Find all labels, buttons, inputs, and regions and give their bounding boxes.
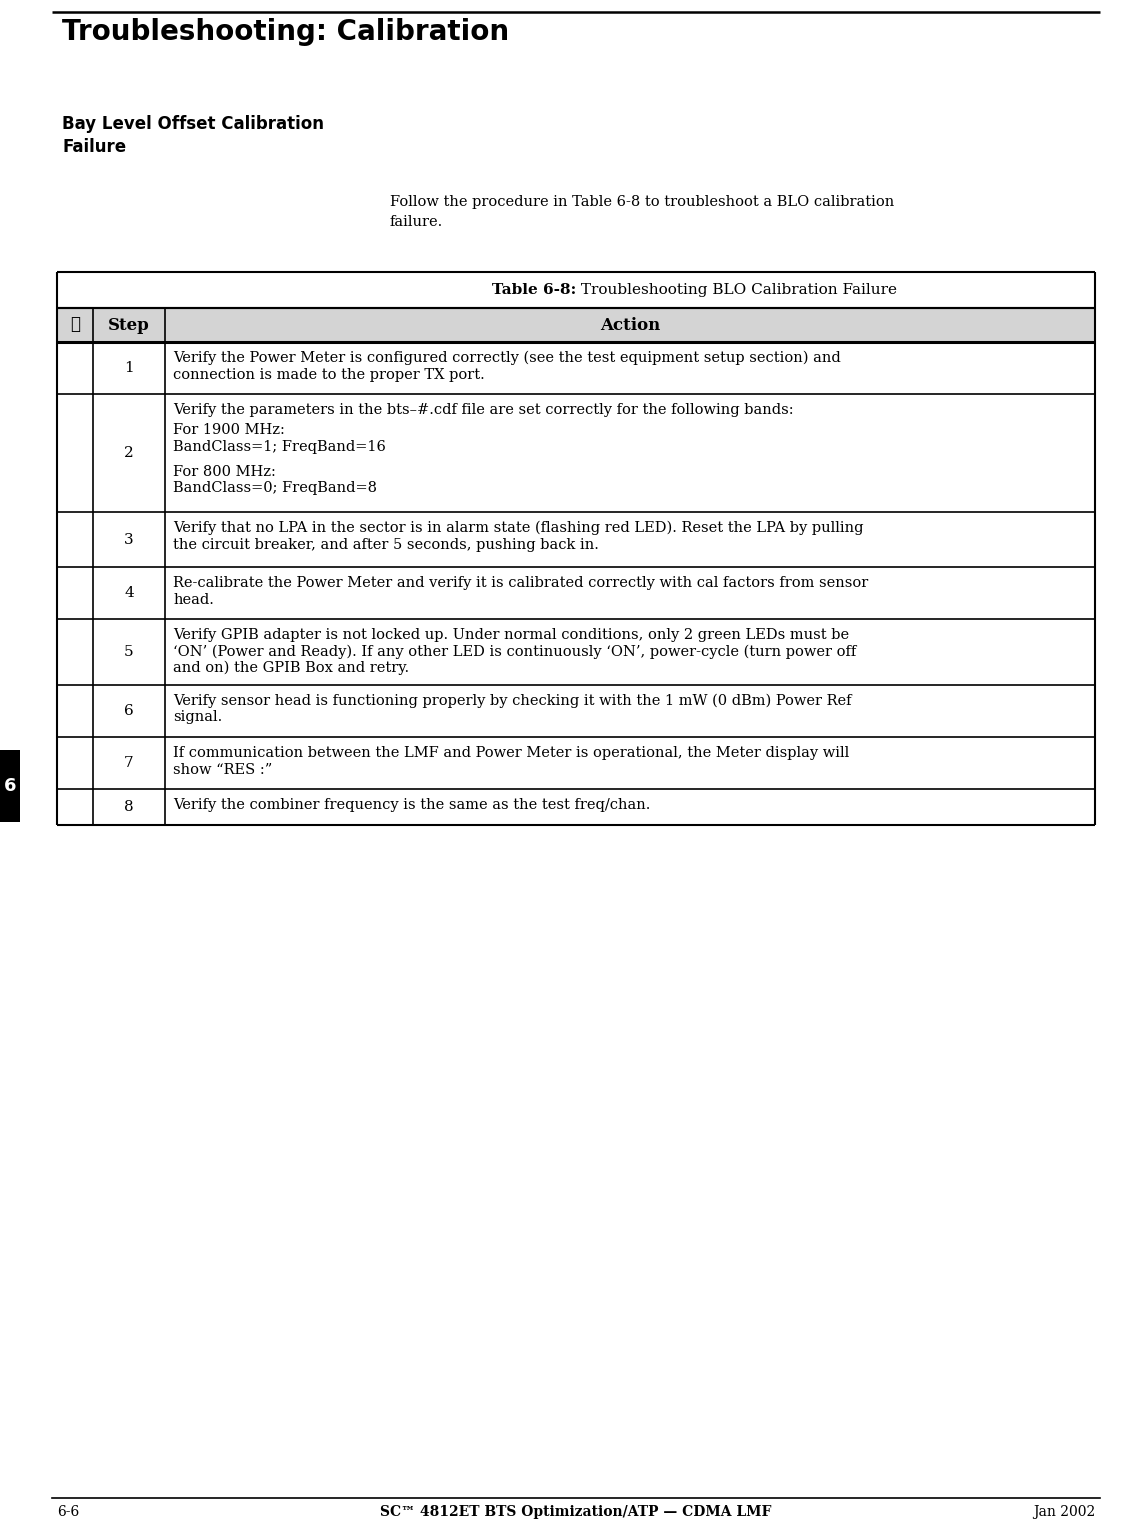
Text: 8: 8 (125, 800, 134, 813)
Bar (57, 342, 1095, 394)
Text: Bay Level Offset Calibration: Bay Level Offset Calibration (62, 115, 324, 133)
Text: Table 6-8:: Table 6-8: (492, 283, 575, 297)
Text: Verify the combiner frequency is the same as the test freq/chan.: Verify the combiner frequency is the sam… (173, 798, 651, 812)
Text: head.: head. (173, 593, 214, 607)
Text: Action: Action (599, 317, 660, 334)
Text: Failure: Failure (62, 138, 126, 156)
Bar (57, 512, 1095, 567)
Bar (57, 685, 1095, 737)
Bar (57, 789, 1095, 826)
Text: Verify sensor head is functioning properly by checking it with the 1 mW (0 dBm) : Verify sensor head is functioning proper… (173, 694, 851, 708)
Bar (57, 273, 1095, 308)
Text: Troubleshooting BLO Calibration Failure: Troubleshooting BLO Calibration Failure (575, 283, 897, 297)
Text: Re-calibrate the Power Meter and verify it is calibrated correctly with cal fact: Re-calibrate the Power Meter and verify … (173, 576, 868, 590)
Text: ✓: ✓ (70, 317, 80, 334)
Text: Jan 2002: Jan 2002 (1033, 1504, 1095, 1520)
Text: SC™ 4812ET BTS Optimization/ATP — CDMA LMF: SC™ 4812ET BTS Optimization/ATP — CDMA L… (380, 1504, 772, 1520)
Text: 4: 4 (125, 587, 134, 601)
Text: Verify the parameters in the bts–#.cdf file are set correctly for the following : Verify the parameters in the bts–#.cdf f… (173, 403, 794, 417)
Text: Follow the procedure in Table 6-8 to troubleshoot a BLO calibration: Follow the procedure in Table 6-8 to tro… (390, 195, 895, 208)
Text: BandClass=0; FreqBand=8: BandClass=0; FreqBand=8 (173, 481, 378, 495)
Text: 5: 5 (125, 645, 134, 659)
Bar (57, 619, 1095, 685)
Text: Step: Step (109, 317, 150, 334)
Text: 6-6: 6-6 (57, 1504, 79, 1520)
Text: the circuit breaker, and after 5 seconds, pushing back in.: the circuit breaker, and after 5 seconds… (173, 538, 598, 552)
Bar (57, 394, 1095, 512)
Text: 7: 7 (125, 755, 134, 771)
Text: Verify GPIB adapter is not locked up. Under normal conditions, only 2 green LEDs: Verify GPIB adapter is not locked up. Un… (173, 628, 849, 642)
Text: Verify that no LPA in the sector is in alarm state (flashing red LED). Reset the: Verify that no LPA in the sector is in a… (173, 521, 864, 535)
Text: 6: 6 (125, 705, 134, 719)
Text: 6: 6 (3, 777, 16, 795)
Bar (0, 751, 19, 823)
Text: If communication between the LMF and Power Meter is operational, the Meter displ: If communication between the LMF and Pow… (173, 746, 849, 760)
Bar (57, 567, 1095, 619)
Text: For 1900 MHz:: For 1900 MHz: (173, 423, 285, 438)
Text: Troubleshooting: Calibration: Troubleshooting: Calibration (62, 18, 509, 46)
Text: Verify the Power Meter is configured correctly (see the test equipment setup sec: Verify the Power Meter is configured cor… (173, 351, 841, 366)
Bar (57, 308, 1095, 342)
Text: 2: 2 (125, 446, 134, 460)
Text: and on) the GPIB Box and retry.: and on) the GPIB Box and retry. (173, 660, 410, 676)
Text: 1: 1 (125, 362, 134, 375)
Text: For 800 MHz:: For 800 MHz: (173, 464, 276, 478)
Text: BandClass=1; FreqBand=16: BandClass=1; FreqBand=16 (173, 440, 386, 453)
Text: connection is made to the proper TX port.: connection is made to the proper TX port… (173, 368, 485, 381)
Text: show “RES :”: show “RES :” (173, 763, 272, 777)
Text: ‘ON’ (Power and Ready). If any other LED is continuously ‘ON’, power-cycle (turn: ‘ON’ (Power and Ready). If any other LED… (173, 645, 856, 659)
Text: 3: 3 (125, 533, 134, 547)
Text: signal.: signal. (173, 711, 222, 725)
Text: failure.: failure. (390, 214, 443, 228)
Bar (57, 737, 1095, 789)
